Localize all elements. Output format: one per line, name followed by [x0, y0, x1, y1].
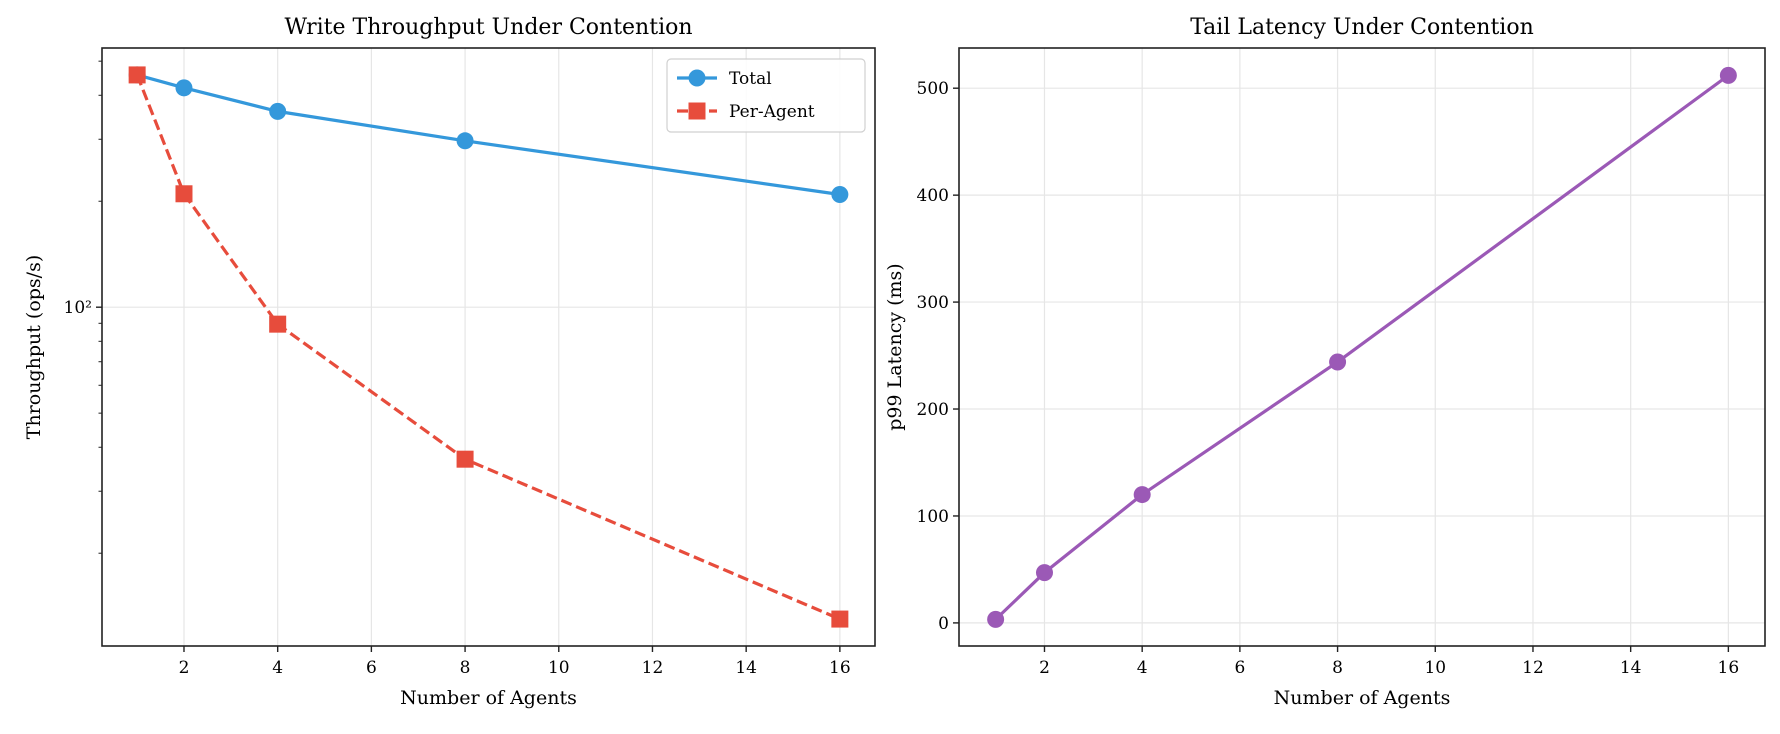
- legend-marker: [688, 102, 706, 120]
- legend-label: Total: [729, 69, 772, 89]
- data-point: [269, 315, 287, 333]
- y-tick-label: 10²: [64, 298, 92, 318]
- chart-title: Write Throughput Under Contention: [284, 15, 692, 40]
- y-tick-label: 400: [917, 186, 949, 206]
- data-point: [456, 450, 474, 468]
- series-line-per-agent: [135, 74, 841, 621]
- chart-panel-1: 2 4 6 8 10 12 14 16 10² Write Throughput Under Co…: [23, 15, 876, 709]
- data-point: [831, 186, 849, 204]
- x-tick-label: 6: [1234, 658, 1245, 678]
- plot-frame: [958, 47, 1766, 647]
- data-point: [456, 132, 474, 150]
- x-tick-label: 8: [1332, 658, 1343, 678]
- data-point: [128, 66, 146, 84]
- x-tick-label: 6: [366, 658, 377, 678]
- x-tick-label: 14: [1620, 658, 1642, 678]
- y-axis-label: p99 Latency (ms): [884, 263, 906, 430]
- chart-panel-2: 2 4 6 8 10 12 14 16 0 100 200 300 400 500 Tail Latency…: [884, 15, 1766, 709]
- data-point: [269, 102, 287, 120]
- plot-frame: [101, 47, 876, 647]
- y-tick-label: 200: [917, 400, 949, 420]
- y-tick-label: 100: [917, 507, 949, 527]
- x-axis-label: Number of Agents: [400, 687, 577, 709]
- legend: Total Per-Agent: [666, 58, 866, 133]
- x-tick-label: 2: [1039, 658, 1050, 678]
- y-axis-label: Throughput (ops/s): [23, 255, 45, 439]
- x-tick-label: 12: [642, 658, 664, 678]
- y-tick-label: 0: [938, 614, 949, 634]
- data-point: [175, 185, 193, 203]
- x-tick-label: 4: [272, 658, 283, 678]
- x-tick-label: 16: [829, 658, 851, 678]
- x-axis-label: Number of Agents: [1274, 687, 1451, 709]
- x-tick-label: 4: [1137, 658, 1148, 678]
- data-point: [1035, 564, 1053, 582]
- legend-item-per-agent: Per-Agent: [677, 102, 815, 122]
- data-point: [1133, 486, 1151, 504]
- data-point: [987, 610, 1005, 628]
- x-tick-label: 14: [735, 658, 757, 678]
- legend-label: Per-Agent: [729, 102, 815, 122]
- x-tick-label: 2: [179, 658, 190, 678]
- data-point: [831, 610, 849, 628]
- y-tick-label: 300: [917, 293, 949, 313]
- legend-item-total: Total: [677, 69, 772, 89]
- x-tick-label: 16: [1718, 658, 1740, 678]
- x-tick-label: 12: [1522, 658, 1544, 678]
- x-tick-label: 10: [548, 658, 570, 678]
- chart-title: Tail Latency Under Contention: [1190, 15, 1534, 40]
- x-tick-label: 8: [460, 658, 471, 678]
- data-point: [175, 79, 193, 97]
- legend-marker: [688, 69, 706, 87]
- x-tick-label: 10: [1424, 658, 1446, 678]
- data-point: [1329, 353, 1347, 371]
- data-point: [1719, 66, 1737, 84]
- y-tick-label: 500: [917, 79, 949, 99]
- series-line: [994, 74, 1730, 621]
